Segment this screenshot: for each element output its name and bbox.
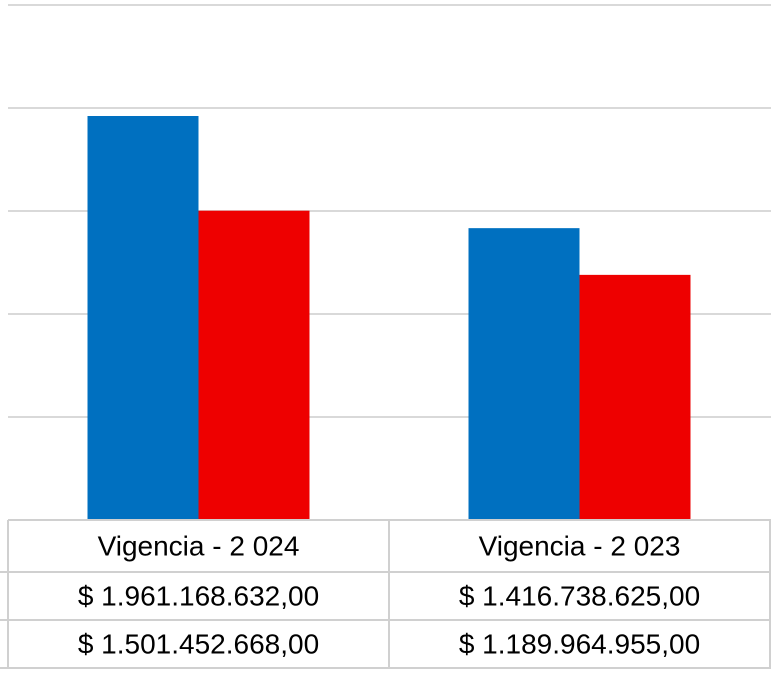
bar — [468, 228, 580, 520]
x-tick-label: Vigencia - 2 024 — [98, 530, 300, 561]
data-table-value: $ 1.416.738.625,00 — [459, 580, 700, 611]
data-table-value: $ 1.501.452.668,00 — [78, 628, 319, 659]
bar — [87, 115, 199, 520]
bar — [579, 274, 691, 520]
data-table-value: $ 1.189.964.955,00 — [459, 628, 700, 659]
x-tick-label: Vigencia - 2 023 — [479, 530, 681, 561]
data-table-value: $ 1.961.168.632,00 — [78, 580, 319, 611]
bar — [198, 210, 310, 520]
